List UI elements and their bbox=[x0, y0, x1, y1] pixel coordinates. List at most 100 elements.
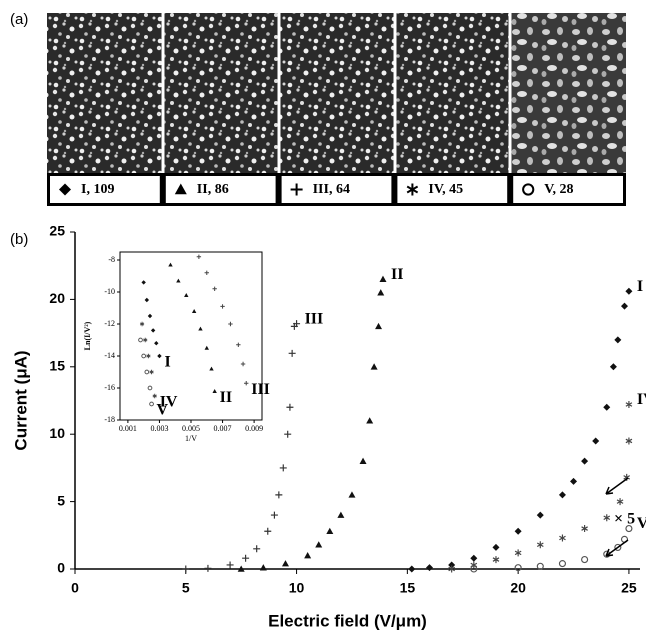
point bbox=[204, 270, 209, 275]
point bbox=[375, 322, 383, 330]
point bbox=[536, 562, 544, 570]
point bbox=[581, 556, 589, 564]
legend-cell bbox=[513, 176, 623, 203]
point bbox=[603, 403, 611, 411]
point bbox=[408, 565, 416, 573]
point bbox=[426, 564, 434, 572]
legend-label: V, 28 bbox=[544, 182, 573, 197]
point bbox=[182, 565, 190, 573]
x-tick-label: 0.007 bbox=[214, 424, 232, 433]
x-axis-label: 1/V bbox=[185, 434, 197, 443]
point bbox=[315, 541, 323, 548]
x-tick-label: 0.003 bbox=[150, 424, 168, 433]
arrow bbox=[605, 539, 629, 557]
point bbox=[139, 321, 145, 327]
point bbox=[237, 565, 245, 572]
point bbox=[326, 527, 334, 535]
point bbox=[212, 389, 217, 393]
point bbox=[204, 345, 209, 350]
panel-label: (b) bbox=[10, 231, 28, 248]
legend-marker bbox=[406, 183, 419, 196]
point bbox=[236, 342, 241, 347]
x-tick-label: 0.009 bbox=[245, 424, 263, 433]
point bbox=[337, 511, 345, 518]
point bbox=[270, 511, 278, 519]
y-tick-label: -8 bbox=[108, 255, 115, 264]
point bbox=[620, 302, 628, 310]
x-tick-label: 20 bbox=[510, 580, 526, 596]
y-tick-label: -10 bbox=[104, 287, 115, 296]
point bbox=[196, 254, 202, 259]
point bbox=[275, 491, 283, 499]
y-axis-label: Ln(I/V²) bbox=[83, 321, 92, 350]
legend-marker bbox=[174, 183, 187, 195]
point bbox=[603, 514, 611, 522]
main-chart: 0 5 10 15 20 25 0 5 10 15 20 25 Electric field (V/μm… bbox=[11, 223, 646, 631]
y-tick-label: -18 bbox=[104, 415, 115, 424]
series-label: III bbox=[251, 381, 270, 398]
point bbox=[286, 403, 294, 411]
point bbox=[366, 417, 374, 424]
point bbox=[191, 309, 197, 313]
series-label: I bbox=[637, 278, 643, 295]
point bbox=[138, 337, 143, 343]
point bbox=[514, 527, 522, 535]
y-tick-label: -12 bbox=[104, 319, 115, 328]
point bbox=[240, 361, 246, 367]
series-label: V bbox=[637, 515, 646, 532]
annotation: × 5 bbox=[614, 511, 635, 528]
x-tick-label: 15 bbox=[400, 580, 416, 596]
point bbox=[150, 328, 156, 333]
point bbox=[448, 561, 456, 569]
point bbox=[141, 353, 147, 359]
y-tick-label: -16 bbox=[104, 383, 115, 392]
point bbox=[152, 393, 157, 399]
series-label: II bbox=[391, 266, 403, 283]
point bbox=[514, 564, 522, 572]
point bbox=[492, 543, 500, 551]
series-label: IV bbox=[160, 394, 178, 411]
point bbox=[259, 564, 267, 571]
point bbox=[581, 457, 589, 465]
point bbox=[614, 543, 622, 551]
y-tick-label: -14 bbox=[104, 351, 115, 360]
point bbox=[281, 560, 289, 567]
point bbox=[147, 313, 153, 319]
point bbox=[470, 565, 478, 573]
point bbox=[514, 549, 522, 557]
y-tick-label: 25 bbox=[49, 223, 65, 239]
point bbox=[581, 525, 588, 533]
point bbox=[184, 293, 189, 297]
point bbox=[625, 525, 633, 533]
arrow bbox=[605, 477, 629, 495]
point bbox=[558, 491, 566, 499]
point bbox=[304, 552, 312, 559]
point bbox=[625, 437, 633, 445]
point bbox=[570, 477, 578, 485]
point bbox=[625, 401, 633, 409]
panel-label: (a) bbox=[10, 11, 28, 28]
point bbox=[220, 304, 225, 309]
legend-label: II, 86 bbox=[197, 182, 229, 197]
legend-label: III, 64 bbox=[313, 182, 350, 197]
series-label: II bbox=[220, 389, 232, 406]
point bbox=[144, 369, 150, 375]
point bbox=[614, 336, 622, 344]
point bbox=[348, 491, 356, 498]
point bbox=[149, 369, 154, 375]
point bbox=[279, 464, 287, 472]
legend-marker bbox=[290, 183, 303, 196]
point bbox=[226, 561, 234, 569]
sample-legend: I, 109 II, 86 III, 64 IV, 45 V, 28 bbox=[50, 176, 623, 203]
point bbox=[536, 511, 544, 519]
y-tick-label: 10 bbox=[49, 425, 65, 441]
point bbox=[228, 321, 233, 327]
y-tick-label: 20 bbox=[49, 290, 65, 306]
point bbox=[149, 401, 154, 407]
y-axis-label: Current (μA) bbox=[11, 350, 30, 450]
point bbox=[359, 457, 367, 464]
point bbox=[209, 366, 214, 371]
point bbox=[284, 430, 292, 438]
point bbox=[157, 353, 162, 359]
